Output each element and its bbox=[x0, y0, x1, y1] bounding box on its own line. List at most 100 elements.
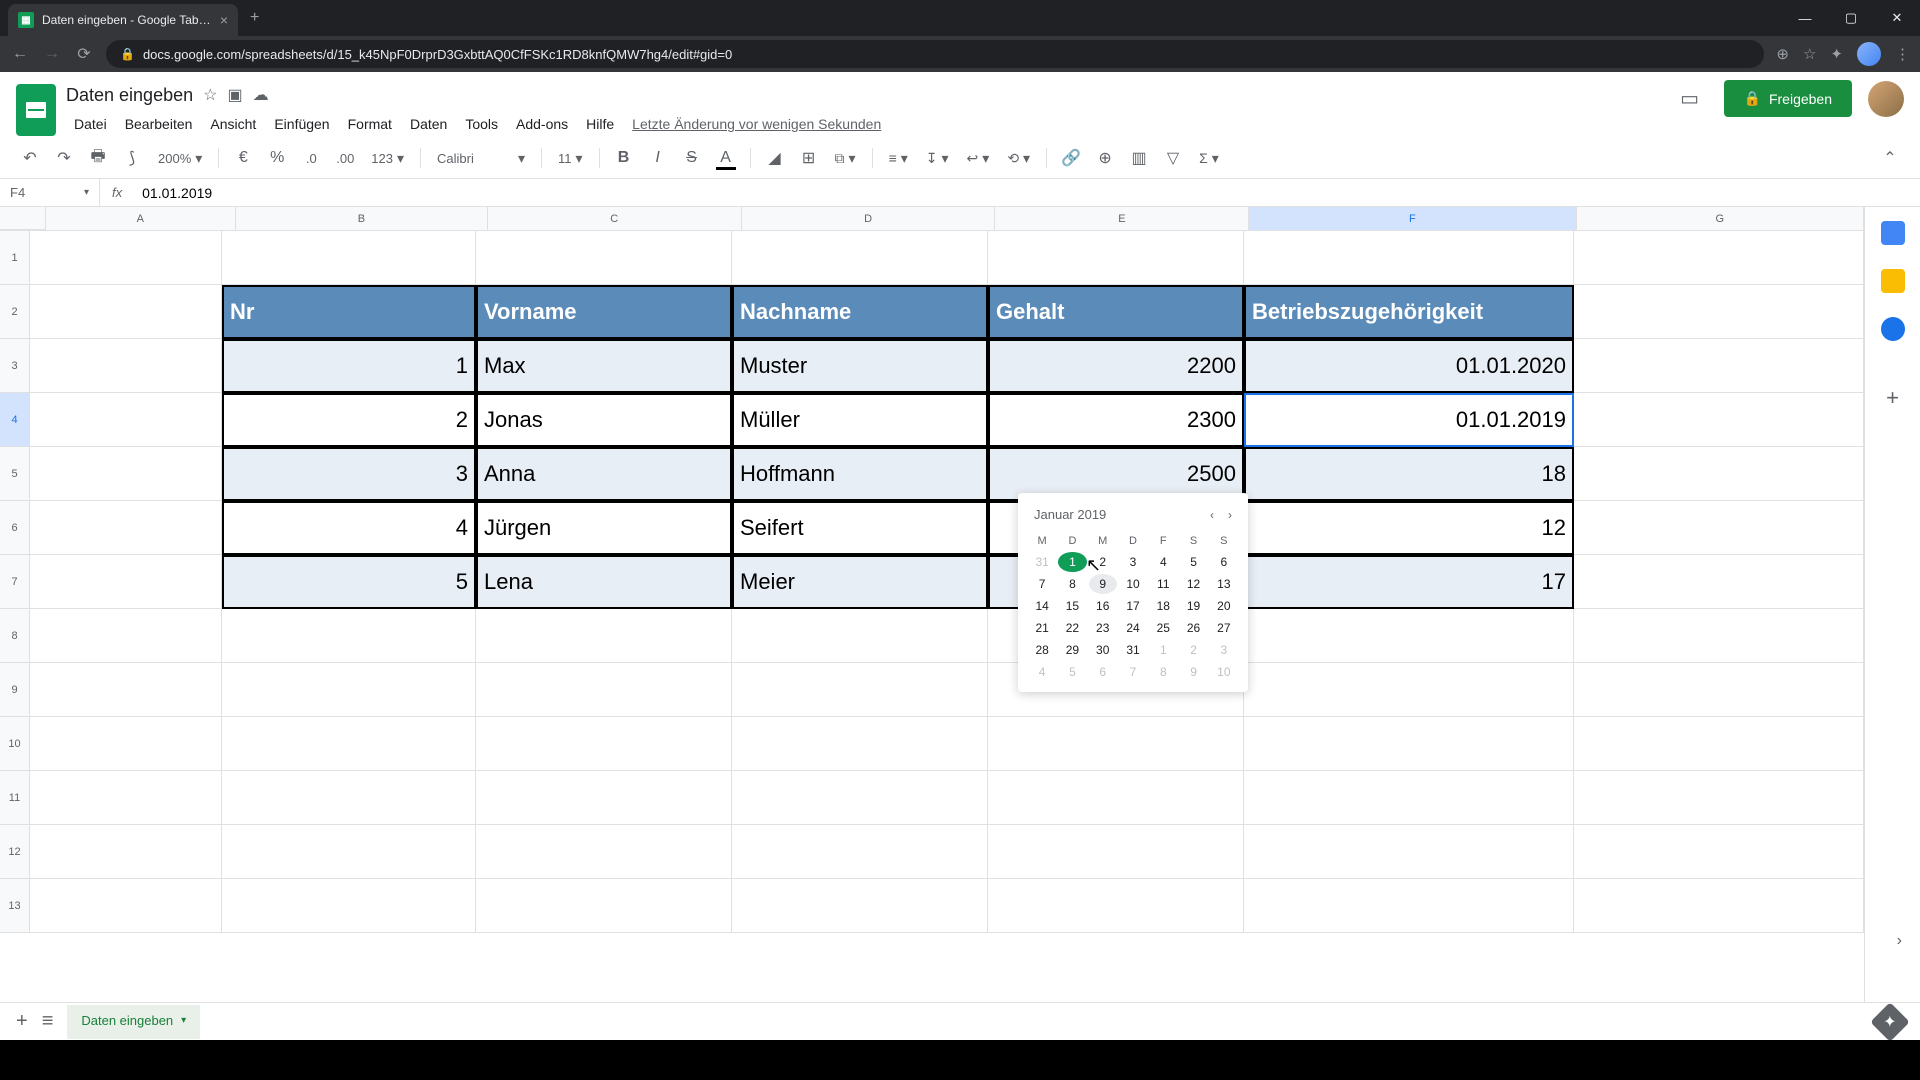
cell[interactable] bbox=[1574, 501, 1864, 555]
account-avatar-icon[interactable] bbox=[1868, 81, 1904, 117]
cell[interactable]: Nachname bbox=[732, 285, 988, 339]
datepicker-day[interactable]: 4 bbox=[1028, 662, 1056, 682]
cell[interactable] bbox=[222, 231, 476, 285]
datepicker-day[interactable]: 1 bbox=[1058, 552, 1086, 572]
menu-icon[interactable]: ⋮ bbox=[1895, 45, 1910, 63]
datepicker-day[interactable]: 17 bbox=[1119, 596, 1147, 616]
row-header[interactable]: 13 bbox=[0, 879, 30, 933]
cell[interactable] bbox=[1574, 285, 1864, 339]
cell[interactable] bbox=[30, 609, 222, 663]
cell[interactable]: 5 bbox=[222, 555, 476, 609]
decrease-decimal-button[interactable]: .0 bbox=[297, 144, 325, 172]
datepicker-day[interactable]: 25 bbox=[1149, 618, 1177, 638]
cell[interactable] bbox=[30, 717, 222, 771]
datepicker-day[interactable]: 19 bbox=[1179, 596, 1207, 616]
italic-button[interactable]: I bbox=[644, 144, 672, 172]
datepicker-day[interactable]: 20 bbox=[1210, 596, 1238, 616]
profile-avatar-icon[interactable] bbox=[1857, 42, 1881, 66]
cell[interactable] bbox=[988, 825, 1244, 879]
cell[interactable] bbox=[30, 501, 222, 555]
extensions-icon[interactable]: ✦ bbox=[1830, 45, 1843, 63]
cell[interactable] bbox=[222, 825, 476, 879]
datepicker-day[interactable]: 6 bbox=[1210, 552, 1238, 572]
cell[interactable]: 3 bbox=[222, 447, 476, 501]
datepicker-day[interactable]: 27 bbox=[1210, 618, 1238, 638]
paint-format-button[interactable]: ⟆ bbox=[118, 144, 146, 172]
datepicker-day[interactable]: 3 bbox=[1210, 640, 1238, 660]
cell[interactable] bbox=[1574, 771, 1864, 825]
cell[interactable] bbox=[1574, 879, 1864, 933]
datepicker-day[interactable]: 14 bbox=[1028, 596, 1056, 616]
cell[interactable] bbox=[1574, 717, 1864, 771]
cell[interactable] bbox=[732, 231, 988, 285]
datepicker-day[interactable]: 11 bbox=[1149, 574, 1177, 594]
datepicker-day[interactable]: 7 bbox=[1028, 574, 1056, 594]
cell[interactable] bbox=[222, 609, 476, 663]
cell[interactable]: 2 bbox=[222, 393, 476, 447]
datepicker-day[interactable]: 7 bbox=[1119, 662, 1147, 682]
star-icon[interactable]: ☆ bbox=[203, 85, 217, 105]
cell[interactable] bbox=[732, 663, 988, 717]
datepicker-day[interactable]: 2 bbox=[1179, 640, 1207, 660]
cell[interactable] bbox=[1244, 231, 1574, 285]
add-sheet-button[interactable]: + bbox=[16, 1010, 28, 1033]
cell[interactable] bbox=[732, 771, 988, 825]
cell[interactable] bbox=[1574, 609, 1864, 663]
cell[interactable] bbox=[222, 879, 476, 933]
datepicker-day[interactable]: 2 bbox=[1089, 552, 1117, 572]
cell[interactable]: Lena bbox=[476, 555, 732, 609]
cell[interactable]: Betriebszugehörigkeit bbox=[1244, 285, 1574, 339]
cell[interactable]: 12 bbox=[1244, 501, 1574, 555]
cell[interactable] bbox=[30, 231, 222, 285]
cell[interactable] bbox=[30, 393, 222, 447]
datepicker-day[interactable]: 24 bbox=[1119, 618, 1147, 638]
datepicker-day[interactable]: 9 bbox=[1089, 574, 1117, 594]
datepicker-day[interactable]: 4 bbox=[1149, 552, 1177, 572]
datepicker-day[interactable]: 31 bbox=[1028, 552, 1056, 572]
h-align-button[interactable]: ≡ ▾ bbox=[883, 144, 914, 172]
datepicker-day[interactable]: 6 bbox=[1089, 662, 1117, 682]
chart-button[interactable]: ▥ bbox=[1125, 144, 1153, 172]
name-box[interactable]: F4▾ bbox=[0, 179, 100, 206]
share-button[interactable]: 🔒 Freigeben bbox=[1724, 80, 1852, 117]
close-window-button[interactable]: ✕ bbox=[1874, 0, 1920, 36]
cell[interactable]: Seifert bbox=[732, 501, 988, 555]
minimize-button[interactable]: — bbox=[1782, 0, 1828, 36]
cell[interactable]: Jonas bbox=[476, 393, 732, 447]
menu-item-format[interactable]: Format bbox=[340, 112, 400, 136]
cell[interactable] bbox=[1244, 825, 1574, 879]
sheet-tab-menu-icon[interactable]: ▾ bbox=[181, 1015, 186, 1026]
menu-item-bearbeiten[interactable]: Bearbeiten bbox=[117, 112, 201, 136]
row-header[interactable]: 1 bbox=[0, 231, 30, 285]
column-header[interactable]: E bbox=[995, 207, 1249, 230]
currency-button[interactable]: € bbox=[229, 144, 257, 172]
row-header[interactable]: 3 bbox=[0, 339, 30, 393]
back-button[interactable]: ← bbox=[10, 45, 30, 63]
menu-item-hilfe[interactable]: Hilfe bbox=[578, 112, 622, 136]
cell[interactable] bbox=[30, 663, 222, 717]
cell[interactable] bbox=[1244, 609, 1574, 663]
datepicker-day[interactable]: 3 bbox=[1119, 552, 1147, 572]
cell[interactable] bbox=[1574, 231, 1864, 285]
sidebar-collapse-icon[interactable]: › bbox=[1897, 932, 1902, 950]
date-picker[interactable]: Januar 2019 ‹ › MDMDFSS31123456789101112… bbox=[1018, 493, 1248, 692]
collapse-toolbar-button[interactable]: ⌃ bbox=[1876, 144, 1904, 172]
forward-button[interactable]: → bbox=[42, 45, 62, 63]
cell[interactable] bbox=[222, 663, 476, 717]
cell[interactable] bbox=[1244, 717, 1574, 771]
datepicker-day[interactable]: 8 bbox=[1058, 574, 1086, 594]
cell[interactable]: Jürgen bbox=[476, 501, 732, 555]
datepicker-day[interactable]: 10 bbox=[1210, 662, 1238, 682]
row-header[interactable]: 10 bbox=[0, 717, 30, 771]
datepicker-day[interactable]: 15 bbox=[1058, 596, 1086, 616]
cell[interactable] bbox=[732, 717, 988, 771]
comment-insert-button[interactable]: ⊕ bbox=[1091, 144, 1119, 172]
reload-button[interactable]: ⟳ bbox=[74, 44, 94, 64]
cell[interactable]: Müller bbox=[732, 393, 988, 447]
select-all-corner[interactable] bbox=[0, 207, 46, 230]
cell[interactable] bbox=[222, 771, 476, 825]
menu-item-tools[interactable]: Tools bbox=[457, 112, 506, 136]
cell[interactable] bbox=[732, 825, 988, 879]
cell[interactable]: 4 bbox=[222, 501, 476, 555]
percent-button[interactable]: % bbox=[263, 144, 291, 172]
